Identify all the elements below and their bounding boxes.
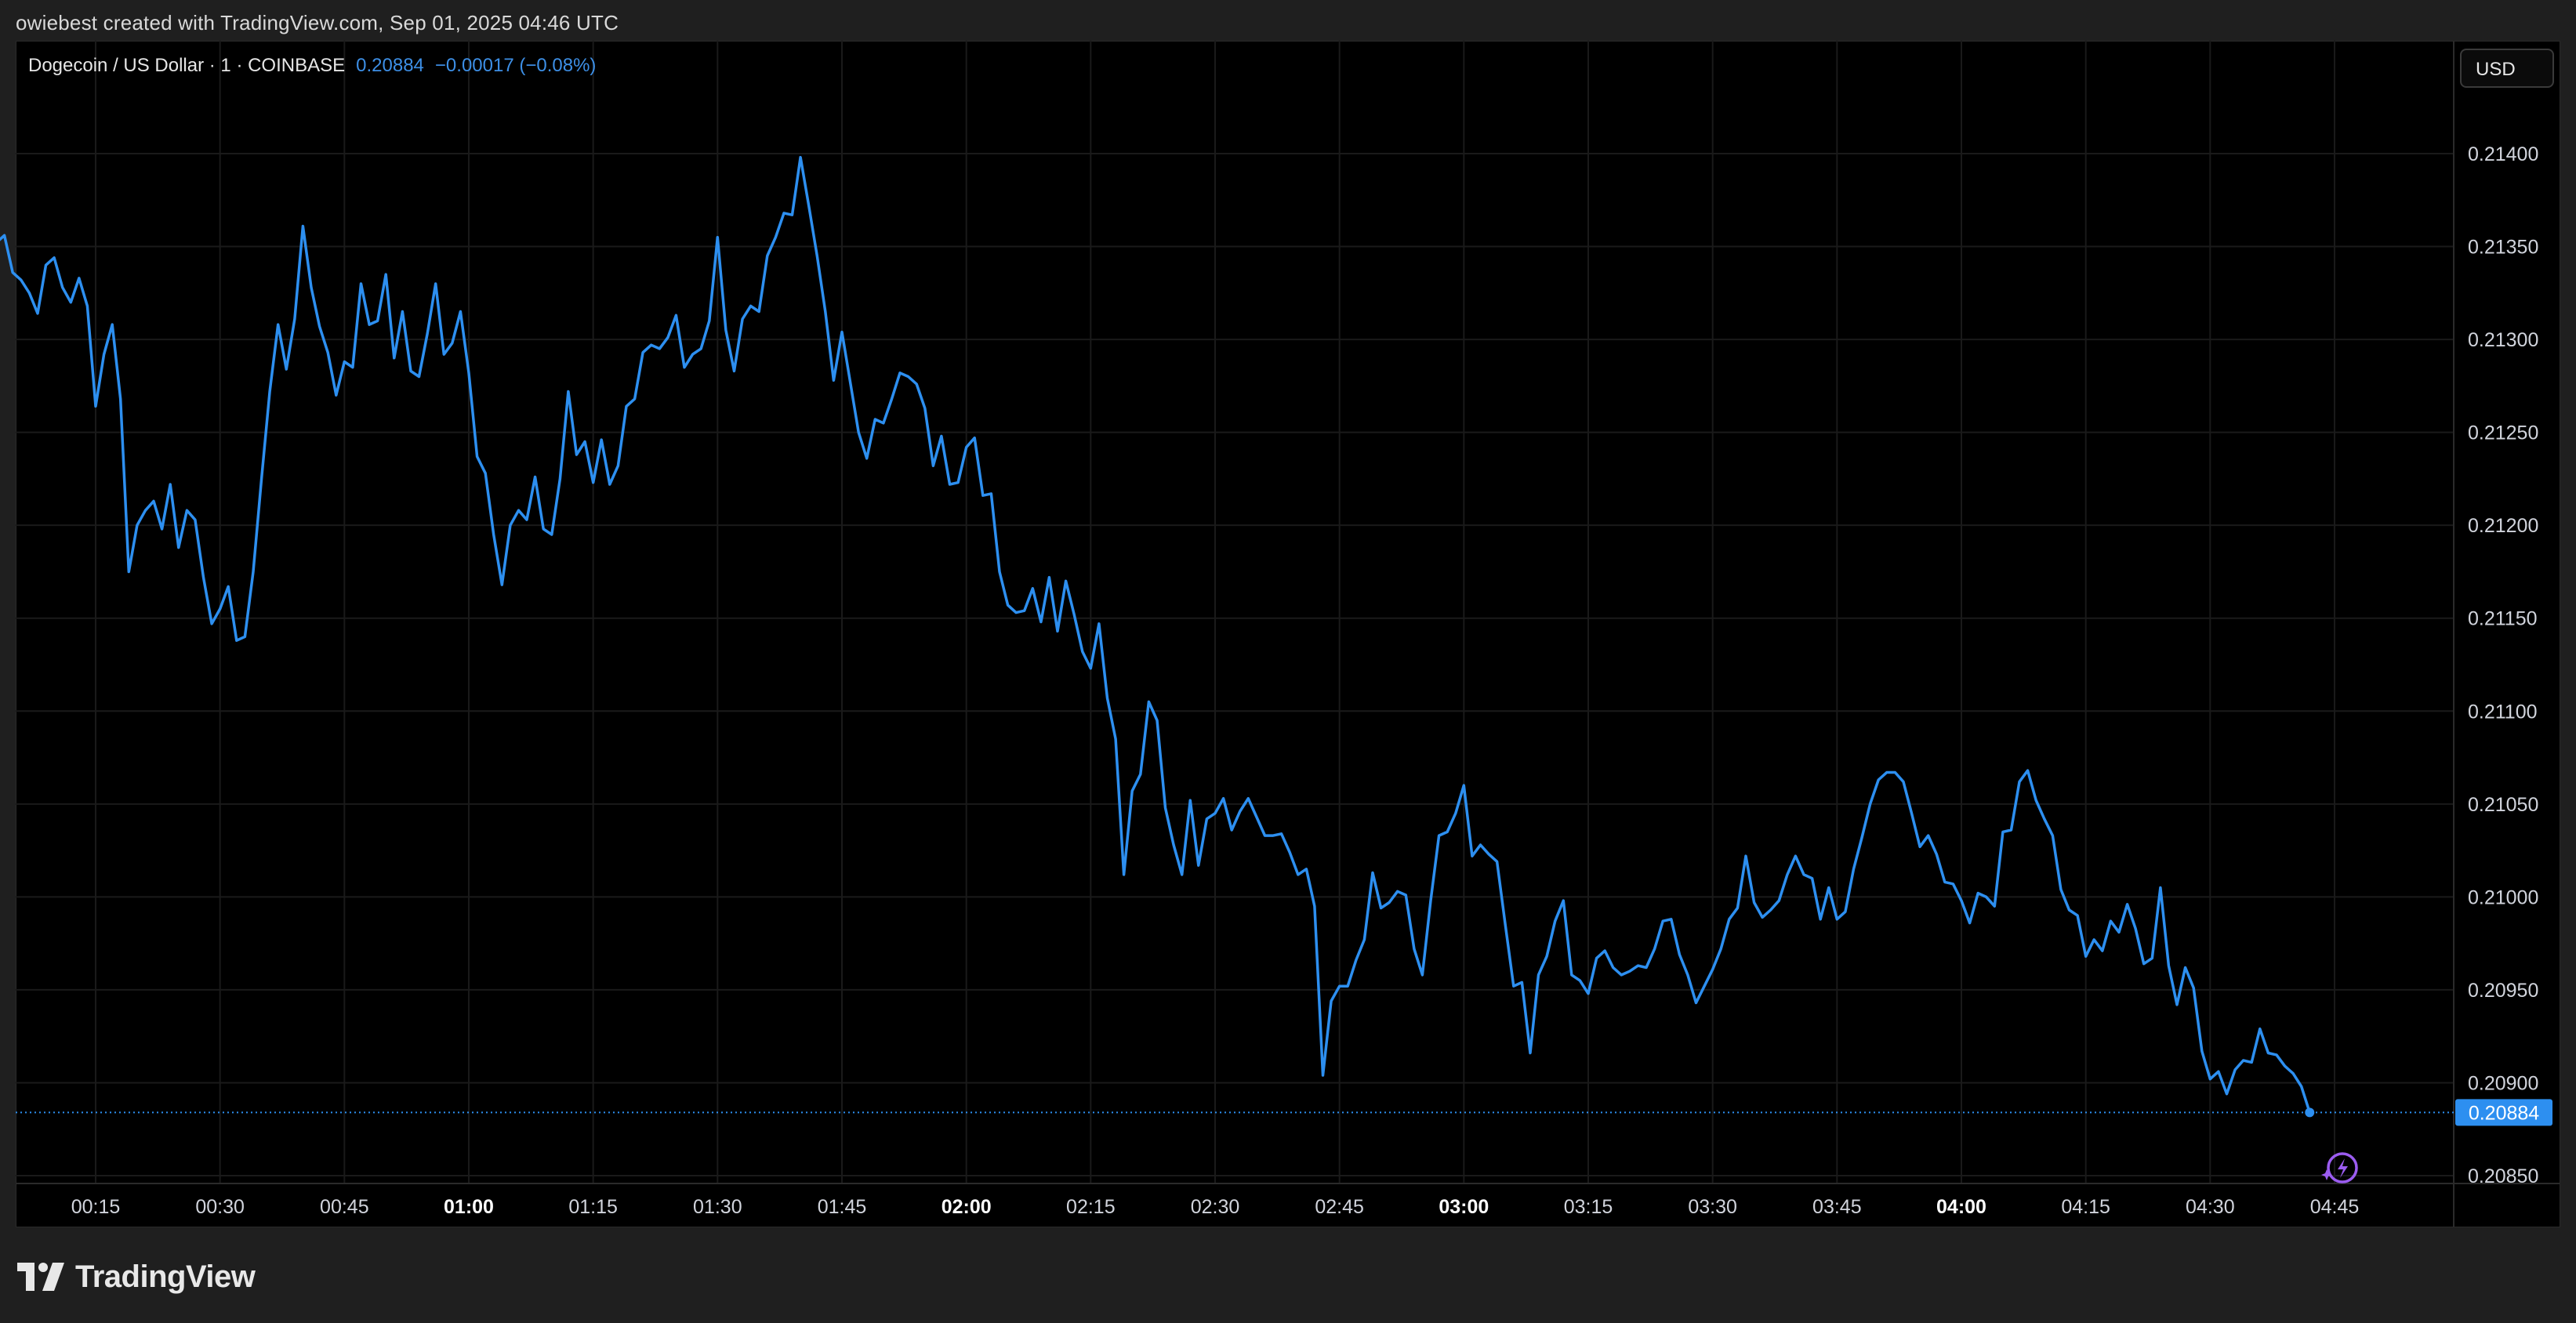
brand[interactable]: TradingView: [17, 1258, 256, 1296]
symbol-legend[interactable]: Dogecoin / US Dollar · 1 · COINBASE 0.208…: [28, 55, 596, 77]
x-tick-label: 04:15: [2061, 1196, 2110, 1218]
x-tick-label: 02:30: [1191, 1196, 1240, 1218]
series-line: [0, 155, 2311, 1113]
y-tick-label: 0.21100: [2468, 701, 2538, 723]
y-tick-label: 0.21400: [2468, 143, 2538, 165]
sparkle-lightning-icon[interactable]: [2319, 1146, 2363, 1190]
y-tick-label: 0.21200: [2468, 515, 2538, 537]
symbol-title: Dogecoin / US Dollar · 1 · COINBASE: [28, 55, 346, 76]
x-tick-label: 00:15: [71, 1196, 121, 1218]
x-tick-label: 00:45: [320, 1196, 369, 1218]
last-price: 0.20884: [356, 55, 424, 76]
y-tick-label: 0.21250: [2468, 422, 2538, 444]
y-tick-label: 0.20950: [2468, 980, 2538, 1002]
y-tick-label: 0.21350: [2468, 237, 2538, 259]
x-tick-label: 02:15: [1066, 1196, 1116, 1218]
current-price-label: 0.20884: [2469, 1102, 2539, 1124]
y-tick-label: 0.21050: [2468, 794, 2538, 816]
x-tick-label: 03:15: [1564, 1196, 1613, 1218]
x-tick-label: 00:30: [195, 1196, 245, 1218]
x-axis-labels: 00:15 00:30 00:45 01:00 01:15 01:30 01:45 02:00…: [71, 1196, 2360, 1218]
x-tick-label: 03:45: [1812, 1196, 1862, 1218]
y-axis-labels: 0.21400 0.21350 0.21300 0.21250 0.21200 0.211…: [2468, 143, 2538, 1187]
x-tick-label: 04:45: [2310, 1196, 2360, 1218]
x-tick-label: 04:00: [1936, 1196, 1986, 1218]
x-tick-label: 04:30: [2186, 1196, 2235, 1218]
y-tick-label: 0.20850: [2468, 1165, 2538, 1187]
brand-name: TradingView: [75, 1259, 256, 1294]
x-tick-label: 03:30: [1688, 1196, 1737, 1218]
chart-panel[interactable]: [16, 41, 2560, 1227]
grid-lines: [16, 41, 2454, 1183]
currency-button[interactable]: USD: [2460, 49, 2554, 88]
chart-caption: owiebest created with TradingView.com, S…: [16, 11, 619, 34]
x-tick-label: 02:00: [942, 1196, 992, 1218]
x-tick-label: 01:45: [818, 1196, 867, 1218]
y-tick-label: 0.21000: [2468, 886, 2538, 908]
x-tick-label: 02:45: [1315, 1196, 1364, 1218]
last-price-dot: [2305, 1107, 2315, 1118]
current-price-badge: 0.20884: [2455, 1099, 2552, 1126]
x-tick-label: 01:15: [568, 1196, 618, 1218]
y-tick-label: 0.21300: [2468, 329, 2538, 351]
x-tick-label: 03:00: [1439, 1196, 1489, 1218]
price-change: −0.00017 (−0.08%): [434, 55, 597, 76]
axis-separators: [16, 41, 2560, 1227]
y-tick-label: 0.21150: [2468, 608, 2538, 630]
tradingview-logo-icon: [17, 1263, 64, 1291]
y-tick-label: 0.20900: [2468, 1072, 2538, 1094]
x-tick-label: 01:30: [693, 1196, 742, 1218]
x-tick-label: 01:00: [444, 1196, 494, 1218]
